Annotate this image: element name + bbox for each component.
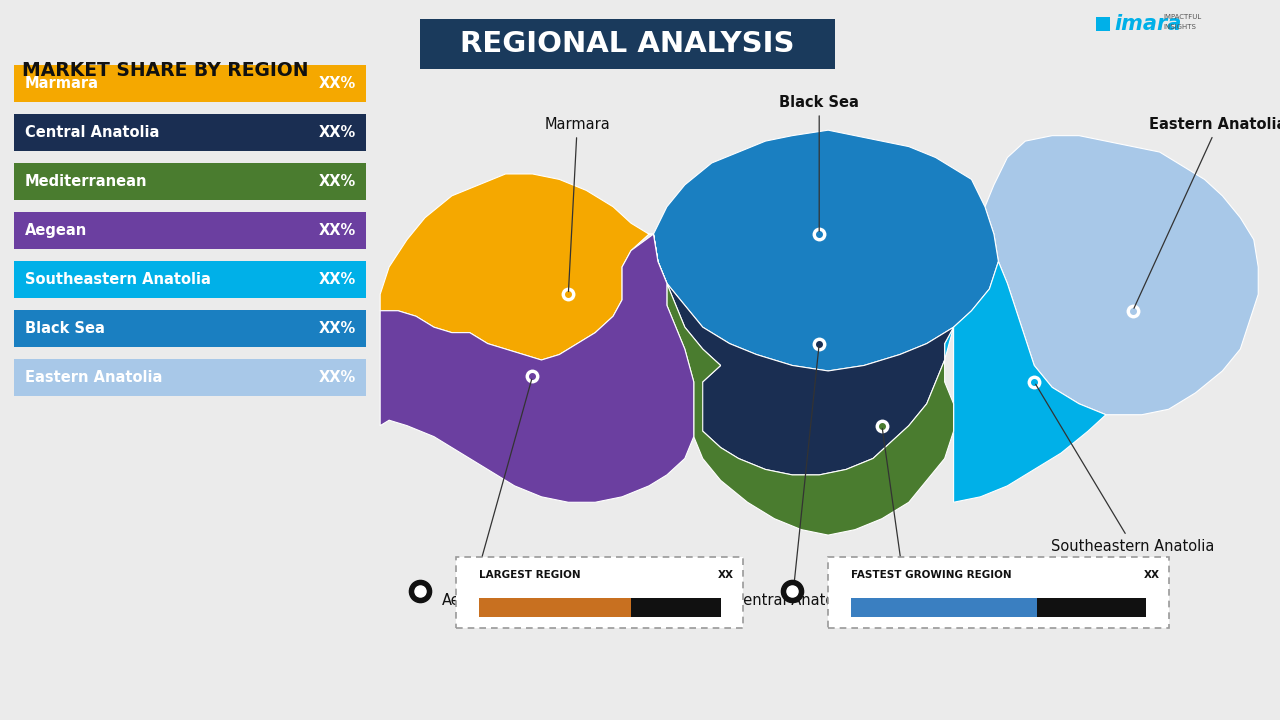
Text: Marmara: Marmara [544, 117, 611, 292]
Polygon shape [945, 261, 1106, 503]
Text: Central Anatolia: Central Anatolia [733, 346, 851, 608]
Text: MARKET SHARE BY REGION: MARKET SHARE BY REGION [22, 60, 308, 79]
Text: FASTEST GROWING REGION: FASTEST GROWING REGION [850, 570, 1011, 580]
Bar [631, 598, 721, 618]
FancyBboxPatch shape [14, 65, 366, 102]
Text: Black Sea: Black Sea [26, 321, 105, 336]
FancyBboxPatch shape [828, 557, 1169, 628]
FancyBboxPatch shape [1096, 17, 1110, 31]
Polygon shape [380, 174, 658, 360]
Polygon shape [986, 135, 1258, 415]
FancyBboxPatch shape [14, 261, 366, 298]
FancyBboxPatch shape [457, 557, 742, 628]
FancyBboxPatch shape [14, 163, 366, 200]
Bar [1037, 598, 1147, 618]
Text: XX%: XX% [319, 125, 356, 140]
Polygon shape [380, 234, 694, 503]
Text: XX%: XX% [319, 370, 356, 385]
Polygon shape [654, 130, 998, 371]
Polygon shape [667, 284, 954, 535]
FancyBboxPatch shape [14, 359, 366, 396]
Bar [850, 598, 1037, 618]
Text: Marmara: Marmara [26, 76, 99, 91]
Text: XX: XX [1144, 570, 1160, 580]
FancyBboxPatch shape [420, 19, 835, 69]
FancyBboxPatch shape [14, 212, 366, 249]
Polygon shape [654, 234, 954, 475]
Text: XX%: XX% [319, 321, 356, 336]
Text: Mediterranean: Mediterranean [26, 174, 147, 189]
Text: Central Anatolia: Central Anatolia [26, 125, 160, 140]
Text: Eastern Anatolia: Eastern Anatolia [26, 370, 163, 385]
Text: Southeastern Anatolia: Southeastern Anatolia [1036, 384, 1215, 554]
Text: REGIONAL ANALYSIS: REGIONAL ANALYSIS [460, 30, 795, 58]
Text: Black Sea: Black Sea [780, 95, 859, 231]
Text: XX: XX [718, 570, 735, 580]
Text: IMPACTFUL: IMPACTFUL [1164, 14, 1201, 20]
Text: Eastern Anatolia: Eastern Anatolia [1134, 117, 1280, 308]
Text: INSIGHTS: INSIGHTS [1164, 24, 1196, 30]
Bar [479, 598, 631, 618]
Text: Aegean: Aegean [26, 223, 87, 238]
Text: Mediterranean: Mediterranean [855, 428, 963, 625]
Text: Aegean: Aegean [442, 379, 531, 608]
Text: LARGEST REGION: LARGEST REGION [479, 570, 580, 580]
Text: Southeastern Anatolia: Southeastern Anatolia [26, 272, 211, 287]
Text: XX%: XX% [319, 174, 356, 189]
FancyBboxPatch shape [14, 310, 366, 347]
Text: XX%: XX% [319, 272, 356, 287]
FancyBboxPatch shape [14, 114, 366, 151]
Text: XX%: XX% [319, 223, 356, 238]
Text: XX%: XX% [319, 76, 356, 91]
Text: imara: imara [1114, 14, 1181, 34]
